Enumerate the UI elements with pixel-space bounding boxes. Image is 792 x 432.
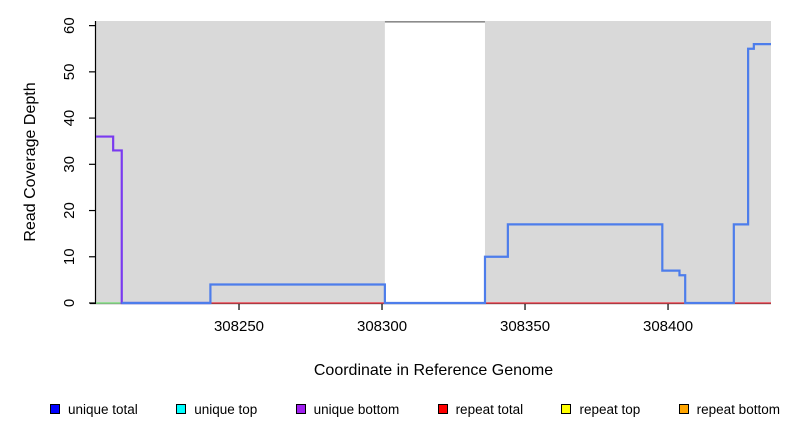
legend-label-unique-top: unique top: [194, 401, 258, 417]
legend-label-unique-bottom: unique bottom: [313, 401, 400, 417]
chart-canvas: 0 10 20 30 40 50 60 308250 308300 308350 308400: [61, 17, 771, 335]
legend-item-repeat-total: repeat total: [437, 401, 524, 417]
y-tick-label: 20: [61, 202, 78, 219]
legend-label-repeat-total: repeat total: [455, 401, 524, 417]
y-tick-label: 40: [61, 110, 78, 127]
x-tick-label: 308250: [214, 318, 264, 335]
legend-label-unique-total: unique total: [68, 401, 138, 417]
legend-item-unique-bottom: unique bottom: [295, 401, 400, 417]
chart-legend: unique total unique top unique bottom repea…: [0, 396, 792, 422]
legend-item-repeat-bottom: repeat bottom: [678, 401, 780, 417]
y-axis-title: Read Coverage Depth: [22, 82, 39, 242]
x-tick-label: 308300: [357, 318, 407, 335]
covered-region-background: [96, 21, 385, 303]
legend-swatch-unique-top: [176, 404, 187, 414]
x-axis-title: Coordinate in Reference Genome: [313, 362, 554, 379]
y-tick-label: 30: [61, 156, 78, 173]
legend-swatch-unique-total: [50, 404, 60, 414]
legend-swatch-repeat-total: [437, 404, 448, 414]
y-tick-label: 50: [61, 64, 78, 81]
legend-item-unique-top: unique top: [176, 402, 257, 417]
legend-swatch-unique-bottom: [295, 404, 306, 414]
y-tick-label: 10: [61, 248, 78, 265]
series-unique-total-line: [121, 43, 771, 305]
legend-label-repeat-top: repeat top: [579, 401, 641, 417]
covered-region-background: [484, 21, 771, 303]
legend-swatch-repeat-bottom: [678, 404, 689, 414]
legend-label-repeat-bottom: repeat bottom: [696, 401, 780, 417]
x-tick-label: 308350: [500, 318, 550, 335]
y-tick-label: 0: [61, 299, 78, 307]
legend-item-unique-total: unique total: [50, 402, 138, 417]
y-tick-label: 60: [61, 17, 78, 34]
legend-swatch-repeat-top: [561, 404, 572, 414]
legend-item-repeat-top: repeat top: [561, 402, 640, 417]
x-tick-label: 308400: [643, 318, 693, 335]
